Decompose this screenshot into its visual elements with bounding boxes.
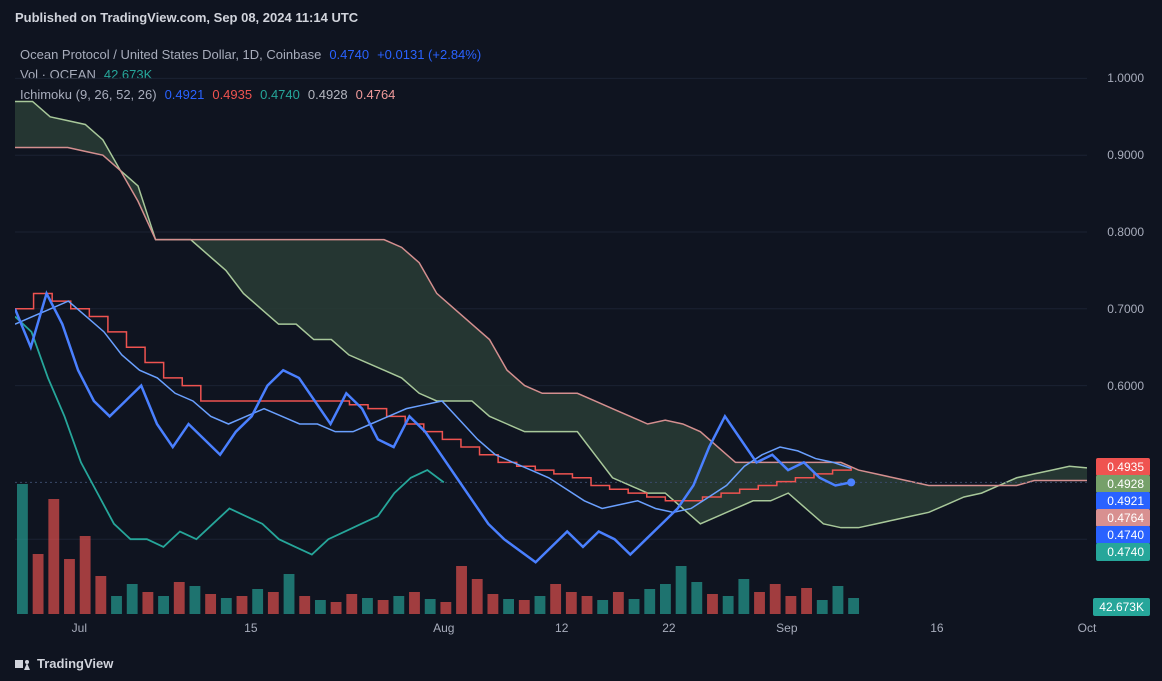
x-axis-label: Sep (776, 621, 797, 635)
y-axis-label: 1.0000 (1107, 71, 1144, 85)
price-tag: 0.4928 (1096, 475, 1150, 493)
price-tag: 0.4740 (1096, 543, 1150, 561)
footer-brand: TradingView (15, 656, 113, 671)
chart-canvas[interactable] (15, 40, 1087, 616)
price-tag: 0.4764 (1096, 509, 1150, 527)
y-axis-label: 0.9000 (1107, 148, 1144, 162)
publish-header: Published on TradingView.com, Sep 08, 20… (15, 10, 358, 25)
x-axis: Jul15Aug1222Sep16Oct (15, 621, 1087, 641)
x-axis-label: 16 (930, 621, 943, 635)
x-axis-label: 22 (662, 621, 675, 635)
x-axis-label: 15 (244, 621, 257, 635)
y-axis-label: 0.8000 (1107, 225, 1144, 239)
x-axis-label: Jul (72, 621, 87, 635)
volume-tag: 42.673K (1093, 598, 1150, 616)
x-axis-label: Oct (1078, 621, 1097, 635)
x-axis-label: Aug (433, 621, 454, 635)
price-tag: 0.4740 (1096, 526, 1150, 544)
y-axis-label: 0.7000 (1107, 302, 1144, 316)
y-axis-label: 0.6000 (1107, 379, 1144, 393)
price-tag: 0.4935 (1096, 458, 1150, 476)
price-tag: 0.4921 (1096, 492, 1150, 510)
y-axis: 1.00000.90000.80000.70000.60000.40000.49… (1094, 40, 1154, 616)
x-axis-label: 12 (555, 621, 568, 635)
tradingview-logo-icon (15, 658, 31, 670)
